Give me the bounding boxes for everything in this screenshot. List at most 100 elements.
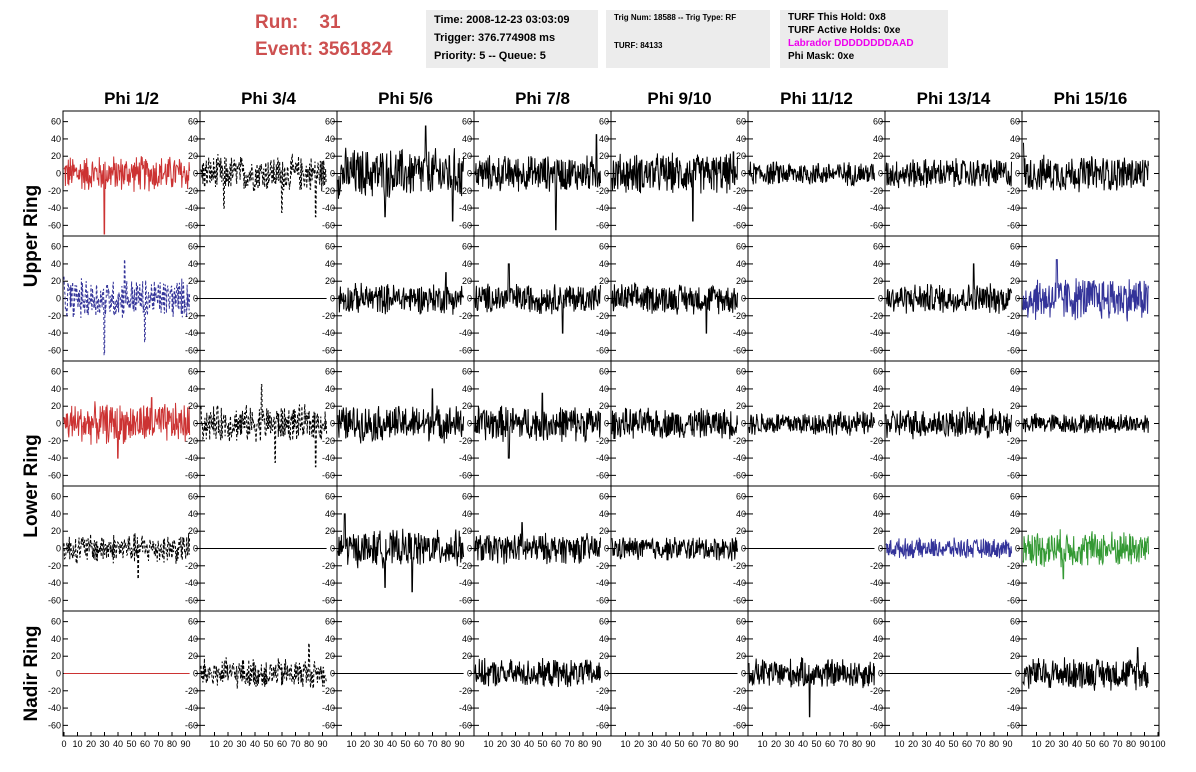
- y-tick-label: -20: [322, 186, 335, 196]
- y-tick-label: 40: [599, 384, 609, 394]
- y-tick-label: 20: [188, 526, 198, 536]
- x-tick-label: 40: [1072, 739, 1082, 749]
- trigger-text: Trigger: 376.774908 ms: [434, 32, 556, 44]
- y-tick-label: 20: [736, 651, 746, 661]
- y-tick-label: -60: [322, 220, 335, 230]
- x-tick-label: 30: [99, 739, 109, 749]
- x-tick-label: 10: [757, 739, 767, 749]
- waveform-trace-r3-c7: [885, 406, 1012, 440]
- y-tick-label: 60: [736, 617, 746, 627]
- x-tick-label: 50: [126, 739, 136, 749]
- x-tick-label: 40: [798, 739, 808, 749]
- y-tick-label: 40: [736, 634, 746, 644]
- y-tick-label: 20: [325, 151, 335, 161]
- waveform-trace-r4-c4: [474, 522, 601, 565]
- y-tick-label: 0: [1015, 544, 1020, 554]
- x-tick-label: 60: [414, 739, 424, 749]
- y-tick-label: -20: [459, 186, 472, 196]
- y-tick-label: 0: [330, 169, 335, 179]
- y-tick-label: 0: [878, 294, 883, 304]
- y-tick-label: -60: [733, 345, 746, 355]
- y-tick-label: -20: [48, 686, 61, 696]
- y-tick-label: 0: [193, 544, 198, 554]
- y-tick-label: 40: [1010, 509, 1020, 519]
- waveform-trace-r4-c7: [885, 537, 1012, 560]
- y-tick-label: -40: [596, 578, 609, 588]
- x-tick-label: 10: [209, 739, 219, 749]
- y-tick-label: -20: [596, 436, 609, 446]
- x-tick-label: 80: [441, 739, 451, 749]
- y-tick-label: -60: [596, 220, 609, 230]
- y-tick-label: 40: [873, 509, 883, 519]
- y-tick-label: 20: [736, 276, 746, 286]
- y-tick-label: -60: [870, 220, 883, 230]
- x-tick-label: 100: [1150, 739, 1165, 749]
- y-tick-label: 40: [873, 259, 883, 269]
- y-tick-label: 0: [1015, 169, 1020, 179]
- y-tick-label: 20: [325, 651, 335, 661]
- x-tick-label: 90: [1002, 739, 1012, 749]
- y-tick-label: -20: [322, 561, 335, 571]
- y-tick-label: -60: [596, 470, 609, 480]
- waveform-trace-r2-c8: [1022, 259, 1149, 322]
- y-tick-label: -40: [459, 703, 472, 713]
- y-tick-label: 60: [188, 242, 198, 252]
- y-tick-label: 60: [873, 617, 883, 627]
- y-tick-label: 20: [51, 526, 61, 536]
- y-tick-label: -60: [870, 470, 883, 480]
- y-tick-label: -20: [185, 436, 198, 446]
- y-tick-label: -20: [48, 311, 61, 321]
- y-tick-label: 0: [741, 669, 746, 679]
- y-tick-label: -40: [870, 703, 883, 713]
- x-tick-label: 90: [591, 739, 601, 749]
- y-tick-label: 60: [325, 242, 335, 252]
- y-tick-label: -20: [48, 186, 61, 196]
- y-tick-label: 60: [736, 492, 746, 502]
- turf-active-holds-text: TURF Active Holds: 0xe: [788, 25, 901, 36]
- waveform-trace-r2-c7: [885, 263, 1012, 314]
- y-tick-label: 40: [188, 259, 198, 269]
- y-tick-label: 20: [736, 526, 746, 536]
- y-tick-label: 40: [325, 384, 335, 394]
- y-tick-label: 40: [325, 634, 335, 644]
- x-tick-label: 30: [1058, 739, 1068, 749]
- y-tick-label: 60: [188, 367, 198, 377]
- x-tick-label: 70: [975, 739, 985, 749]
- y-tick-label: 0: [467, 544, 472, 554]
- y-tick-label: 20: [462, 651, 472, 661]
- y-tick-label: 60: [325, 617, 335, 627]
- column-header-6: Phi 11/12: [780, 89, 853, 108]
- y-tick-label: 20: [736, 151, 746, 161]
- y-tick-label: 0: [193, 669, 198, 679]
- y-tick-label: 20: [462, 276, 472, 286]
- y-tick-label: -60: [459, 220, 472, 230]
- y-tick-label: 0: [741, 294, 746, 304]
- y-tick-label: -40: [185, 578, 198, 588]
- y-tick-label: 20: [188, 151, 198, 161]
- y-tick-label: -60: [459, 720, 472, 730]
- y-tick-label: -40: [48, 578, 61, 588]
- y-tick-label: 20: [599, 651, 609, 661]
- y-tick-label: -20: [1007, 436, 1020, 446]
- x-tick-label: 40: [661, 739, 671, 749]
- y-tick-label: -40: [459, 328, 472, 338]
- x-tick-label: 40: [387, 739, 397, 749]
- x-tick-label: 10: [483, 739, 493, 749]
- x-tick-label: 50: [400, 739, 410, 749]
- y-tick-label: -60: [1007, 345, 1020, 355]
- y-tick-label: 20: [51, 401, 61, 411]
- y-tick-label: -60: [870, 345, 883, 355]
- y-tick-label: 60: [1010, 367, 1020, 377]
- event-value: 3561824: [318, 39, 393, 60]
- y-tick-label: -60: [870, 595, 883, 605]
- y-tick-label: 0: [56, 294, 61, 304]
- waveform-trace-r1-c5: [611, 151, 738, 222]
- y-tick-label: -40: [48, 203, 61, 213]
- time-text: Time: 2008-12-23 03:03:09: [434, 14, 570, 26]
- y-tick-label: 40: [736, 259, 746, 269]
- y-tick-label: 60: [51, 117, 61, 127]
- y-tick-label: 0: [330, 419, 335, 429]
- y-tick-label: 40: [51, 134, 61, 144]
- y-tick-label: 60: [736, 242, 746, 252]
- x-tick-label: 30: [921, 739, 931, 749]
